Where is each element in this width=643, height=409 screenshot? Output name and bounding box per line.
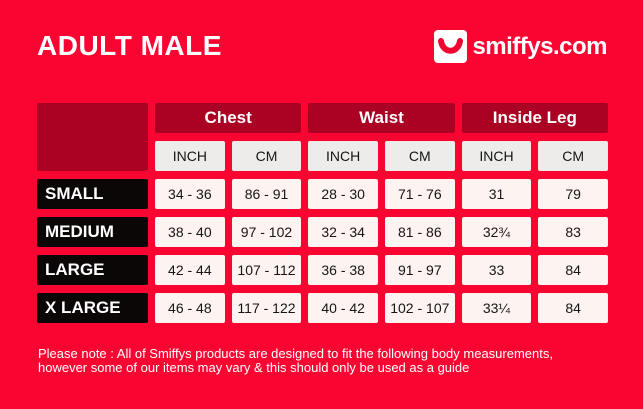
- unit-header-inside-leg-cm: CM: [538, 141, 608, 171]
- column-group-inside-leg: Inside Leg: [461, 103, 608, 133]
- note-line-2: however some of our items may vary & thi…: [38, 360, 470, 375]
- size-cell-value: 84: [538, 255, 608, 285]
- size-cell-value: 34 - 36: [155, 179, 225, 209]
- size-cell-value: 33¼: [461, 293, 532, 323]
- smiffys-smile-icon: [434, 30, 468, 63]
- size-cell-value: 83: [538, 217, 608, 247]
- unit-header-chest-inch: INCH: [155, 141, 225, 171]
- size-cell-value: 31: [461, 179, 532, 209]
- size-cell-value: 38 - 40: [155, 217, 225, 247]
- unit-header-waist-cm: CM: [384, 141, 455, 171]
- note-line-1: Please note : All of Smiffys products ar…: [38, 346, 553, 361]
- size-cell-value: 79: [538, 179, 608, 209]
- size-cell-value: 91 - 97: [384, 255, 455, 285]
- size-cell-value: 86 - 91: [231, 179, 302, 209]
- unit-header-inside-leg-inch: INCH: [461, 141, 532, 171]
- size-cell-value: 33: [461, 255, 532, 285]
- size-row-label-x-large: X LARGE: [37, 293, 148, 323]
- table-corner-cell: [37, 103, 148, 171]
- size-cell-value: 40 - 42: [308, 293, 378, 323]
- size-cell-value: 107 - 112: [231, 255, 302, 285]
- size-cell-value: 32¾: [461, 217, 532, 247]
- size-cell-value: 46 - 48: [155, 293, 225, 323]
- column-group-waist: Waist: [308, 103, 455, 133]
- size-cell-value: 84: [538, 293, 608, 323]
- size-row-label-medium: MEDIUM: [37, 217, 148, 247]
- size-cell-value: 81 - 86: [384, 217, 455, 247]
- size-cell-value: 97 - 102: [231, 217, 302, 247]
- size-row-label-small: SMALL: [37, 179, 148, 209]
- size-cell-value: 28 - 30: [308, 179, 378, 209]
- size-chart-table: Chest Waist Inside Leg INCH CM INCH CM I…: [37, 103, 608, 323]
- size-cell-value: 71 - 76: [384, 179, 455, 209]
- size-cell-value: 117 - 122: [231, 293, 302, 323]
- size-cell-value: 42 - 44: [155, 255, 225, 285]
- size-cell-value: 102 - 107: [384, 293, 455, 323]
- unit-header-chest-cm: CM: [231, 141, 302, 171]
- brand-name: smiffys.com: [472, 32, 607, 60]
- note-text: Please note : All of Smiffys products ar…: [38, 347, 618, 375]
- column-group-chest: Chest: [155, 103, 302, 133]
- unit-header-waist-inch: INCH: [308, 141, 378, 171]
- page-title: ADULT MALE: [37, 30, 222, 61]
- size-cell-value: 36 - 38: [308, 255, 378, 285]
- smiffys-logo: smiffys.com: [434, 30, 607, 63]
- size-row-label-large: LARGE: [37, 255, 148, 285]
- size-cell-value: 32 - 34: [308, 217, 378, 247]
